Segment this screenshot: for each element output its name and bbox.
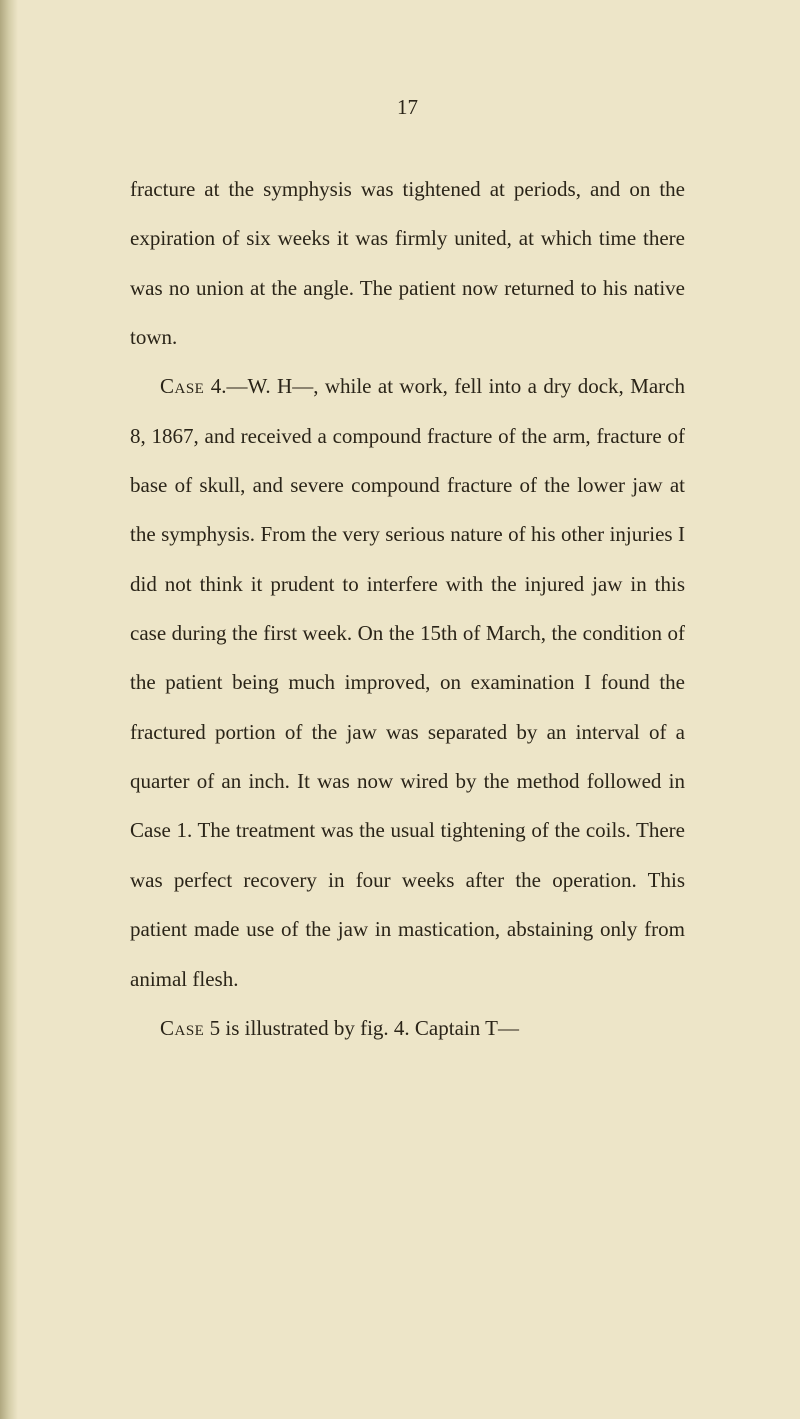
body-text: fracture at the symphysis was tightened …	[130, 165, 685, 1053]
paragraph-3: Case 5 is illustrated by fig. 4. Captain…	[130, 1004, 685, 1053]
page-number: 17	[130, 95, 685, 120]
case-label-4: Case	[160, 374, 204, 398]
paragraph-2-text: 4.—W. H—, while at work, fell into a dry…	[130, 374, 685, 990]
page-shadow	[0, 0, 18, 1419]
paragraph-3-text: 5 is illustrated by fig. 4. Captain T—	[204, 1016, 519, 1040]
paragraph-1: fracture at the symphysis was tightened …	[130, 165, 685, 362]
paragraph-2: Case 4.—W. H—, while at work, fell into …	[130, 362, 685, 1003]
page-container: 17 fracture at the symphysis was tighten…	[0, 0, 800, 1419]
case-label-5: Case	[160, 1016, 204, 1040]
